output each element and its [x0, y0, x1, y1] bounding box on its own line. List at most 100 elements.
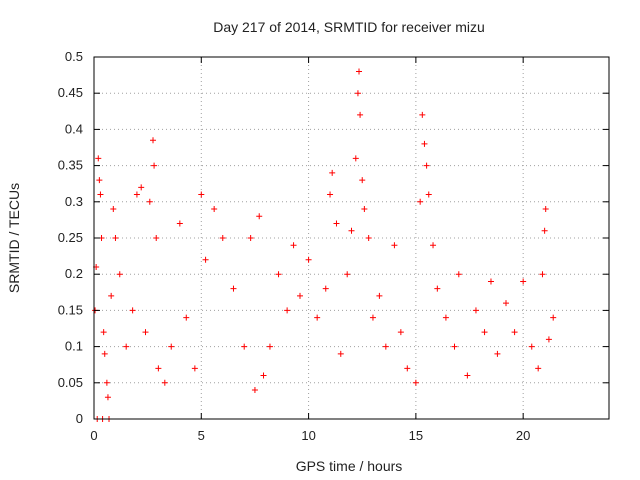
data-point	[382, 343, 389, 350]
data-point	[138, 184, 145, 191]
data-point	[541, 227, 548, 234]
grid-lines	[94, 57, 609, 419]
data-point	[357, 111, 364, 118]
data-point	[376, 292, 383, 299]
data-point	[417, 198, 424, 205]
data-point	[356, 68, 363, 75]
data-point	[333, 220, 340, 227]
data-point	[511, 329, 518, 336]
x-tick-label: 5	[198, 428, 205, 443]
data-point	[503, 300, 509, 307]
data-point	[404, 365, 411, 372]
data-point	[116, 271, 123, 278]
data-point	[359, 177, 366, 184]
y-tick-label: 0.15	[58, 302, 83, 317]
x-tick-label: 10	[301, 428, 315, 443]
data-point	[202, 256, 209, 263]
data-point	[397, 329, 404, 336]
data-point	[241, 343, 248, 350]
data-point	[256, 213, 263, 220]
data-point	[129, 307, 136, 314]
data-point	[198, 191, 205, 198]
data-point	[161, 379, 168, 386]
x-tick-label: 20	[516, 428, 530, 443]
data-point	[391, 242, 398, 249]
data-point	[337, 350, 344, 357]
chart-title: Day 217 of 2014, SRMTID for receiver miz…	[213, 19, 485, 35]
data-point	[284, 307, 291, 314]
data-point	[146, 198, 153, 205]
y-tick-labels: 0 0.05 0.1 0.15 0.2 0.25 0.3 0.35 0.4 0.45 0.5	[58, 49, 83, 426]
data-point	[464, 372, 471, 379]
y-tick-label: 0.4	[65, 121, 83, 136]
y-axis-label: SRMTID / TECUs	[6, 183, 22, 293]
data-point	[442, 314, 449, 321]
data-point	[183, 314, 190, 321]
data-point	[487, 278, 494, 285]
data-point	[123, 343, 130, 350]
data-point	[100, 329, 107, 336]
y-tick-label: 0.1	[65, 339, 83, 354]
data-point	[455, 271, 462, 278]
data-point	[97, 191, 104, 198]
data-point	[251, 387, 258, 394]
data-point	[176, 220, 183, 227]
data-point	[494, 350, 501, 357]
data-point	[472, 307, 479, 314]
y-tick-label: 0.25	[58, 230, 83, 245]
y-tick-label: 0	[76, 411, 83, 426]
data-point	[191, 365, 198, 372]
data-point	[535, 365, 542, 372]
axis-ticks	[93, 56, 609, 420]
data-point	[211, 206, 218, 213]
data-point	[151, 162, 158, 169]
data-point	[365, 235, 372, 241]
data-point	[451, 343, 458, 350]
data-point	[348, 227, 355, 234]
data-point	[434, 285, 441, 292]
y-tick-label: 0.2	[65, 266, 83, 281]
x-tick-label: 15	[409, 428, 423, 443]
data-point	[290, 242, 297, 249]
plot-frame	[93, 56, 610, 420]
data-point	[314, 314, 321, 321]
data-point	[133, 191, 140, 198]
data-point	[110, 206, 117, 213]
x-axis-label: GPS time / hours	[296, 458, 403, 474]
y-tick-label: 0.35	[58, 158, 83, 173]
data-point	[354, 90, 361, 97]
data-point	[266, 343, 273, 350]
x-tick-label: 0	[90, 428, 97, 443]
data-point	[520, 278, 527, 285]
data-point	[155, 365, 162, 372]
y-tick-label: 0.05	[58, 375, 83, 390]
data-point	[369, 314, 376, 321]
data-point	[542, 206, 549, 213]
data-point	[481, 329, 488, 336]
y-tick-label: 0.45	[58, 85, 83, 100]
data-point	[412, 379, 419, 386]
data-point	[423, 162, 430, 169]
data-point	[260, 372, 267, 379]
data-point	[95, 155, 102, 162]
data-point	[153, 235, 160, 241]
data-point	[329, 169, 336, 176]
data-point	[545, 336, 552, 343]
data-point	[344, 271, 351, 278]
data-point	[425, 191, 432, 198]
data-point	[430, 242, 437, 249]
data-point	[230, 285, 237, 292]
data-point	[247, 235, 254, 241]
data-point	[421, 140, 428, 147]
data-point	[96, 177, 103, 184]
data-point	[322, 285, 329, 292]
data-point	[219, 235, 226, 241]
data-point	[327, 191, 334, 198]
data-points	[92, 68, 557, 422]
data-point	[539, 271, 546, 278]
data-point	[108, 292, 115, 299]
data-point	[142, 329, 149, 336]
data-point	[275, 271, 282, 278]
x-tick-labels: 0 5 10 15 20	[90, 428, 530, 443]
data-point	[550, 314, 557, 321]
